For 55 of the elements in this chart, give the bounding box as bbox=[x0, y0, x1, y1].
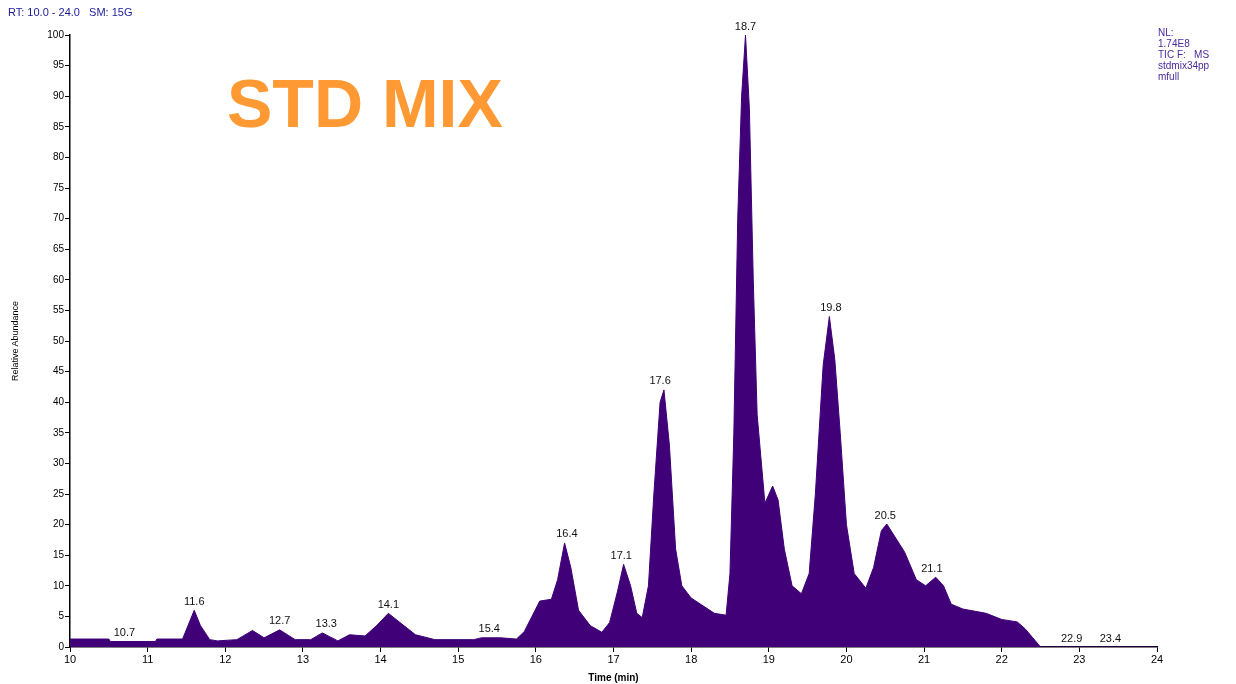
y-tick-label: 20 bbox=[52, 518, 65, 530]
annotation: 23.4 bbox=[1099, 631, 1122, 644]
annotation: 21.1 bbox=[921, 561, 943, 574]
annotation: 17.6 bbox=[649, 374, 671, 387]
y-tick-label: 75 bbox=[52, 181, 65, 193]
x-tick-label: 16 bbox=[529, 652, 542, 665]
y-tick-label: 90 bbox=[52, 89, 65, 101]
y-tick-label: 10 bbox=[52, 579, 65, 591]
chart-title: STD MIX bbox=[227, 64, 503, 141]
x-tick-label: 24 bbox=[1150, 652, 1164, 665]
y-tick-label: 80 bbox=[52, 151, 65, 163]
y-tick-label: 95 bbox=[52, 59, 65, 71]
annotation: 16.4 bbox=[556, 527, 578, 540]
annotation: 15.4 bbox=[478, 622, 500, 635]
annotation: 18.7 bbox=[734, 19, 757, 32]
x-tick-label: 11 bbox=[141, 652, 154, 665]
y-tick-label: 65 bbox=[52, 242, 65, 254]
annotation: 20.5 bbox=[874, 508, 896, 521]
y-tick-label: 100 bbox=[47, 28, 65, 40]
x-tick-label: 17 bbox=[607, 652, 620, 665]
y-tick-label: 15 bbox=[52, 548, 65, 560]
x-tick-label: 12 bbox=[219, 652, 232, 665]
x-tick-label: 14 bbox=[374, 652, 387, 665]
x-tick-label: 18 bbox=[685, 652, 698, 665]
x-tick-label: 19 bbox=[762, 652, 775, 665]
annotation: 10.7 bbox=[113, 626, 136, 639]
y-tick-label: 35 bbox=[52, 426, 65, 438]
y-tick-label: 5 bbox=[58, 610, 65, 622]
y-tick-label: 40 bbox=[52, 395, 65, 407]
text: RT: 10.0 - 24.0 SM: 15G bbox=[8, 6, 133, 19]
annotation: 11.6 bbox=[183, 594, 205, 607]
annotation: 22.9 bbox=[1060, 631, 1083, 644]
y-tick-label: 60 bbox=[52, 273, 65, 285]
annotation: 14.1 bbox=[377, 597, 400, 610]
x-tick-label: 22 bbox=[995, 652, 1008, 665]
y-axis-title: Relative Abundance bbox=[9, 300, 20, 382]
annotation: 17.1 bbox=[610, 548, 632, 561]
x-tick-label: 21 bbox=[917, 652, 931, 665]
x-tick-label: 13 bbox=[296, 652, 310, 665]
y-tick-label: 45 bbox=[52, 365, 65, 377]
y-tick-label: 0 bbox=[58, 640, 65, 652]
x-tick-label: 20 bbox=[840, 652, 853, 665]
annotation: 13.3 bbox=[315, 617, 337, 630]
y-tick-label: 85 bbox=[52, 120, 65, 132]
annotation: 19.8 bbox=[820, 301, 842, 314]
annotation: 12.7 bbox=[268, 614, 291, 627]
y-tick-label: 55 bbox=[52, 304, 65, 316]
text: NL: 1.74E8 TIC F: MS stdmix34pp mfull bbox=[1158, 26, 1210, 82]
x-axis-title: Time (min) bbox=[588, 671, 639, 683]
y-tick-label: 50 bbox=[52, 334, 65, 346]
y-tick-label: 25 bbox=[52, 487, 65, 499]
y-tick-label: 70 bbox=[52, 212, 65, 224]
x-tick-label: 15 bbox=[452, 652, 465, 665]
y-tick-label: 30 bbox=[52, 457, 65, 469]
x-tick-label: 23 bbox=[1073, 652, 1086, 665]
